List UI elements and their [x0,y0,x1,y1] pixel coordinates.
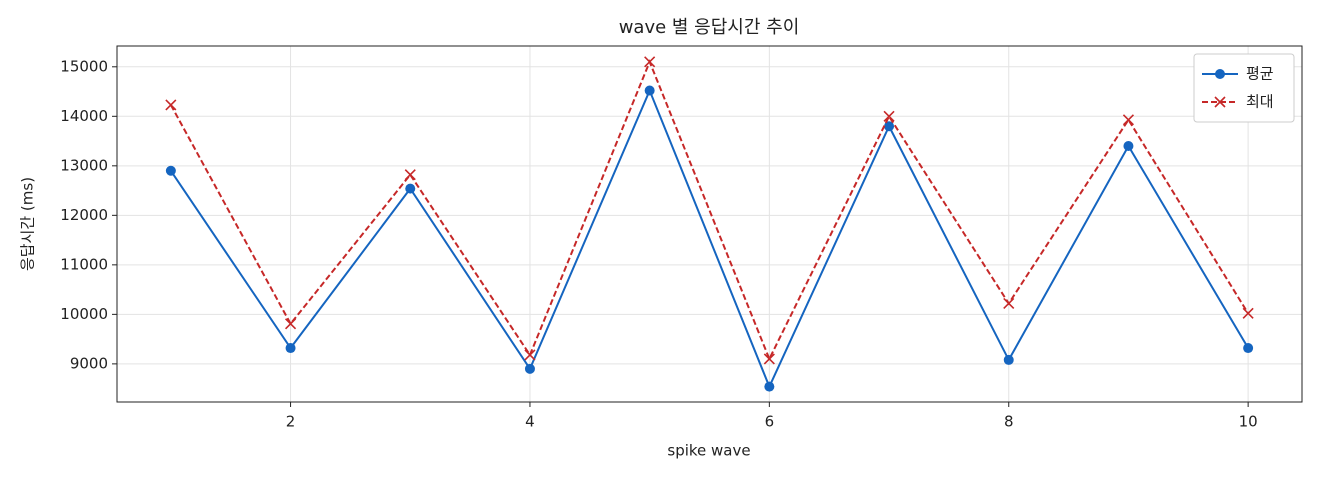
y-axis-label: 응답시간 (ms) [19,177,37,271]
legend-box [1193,53,1295,123]
y-tick-label: 12000 [60,206,108,224]
point [165,165,176,176]
point [404,169,416,181]
x-axis-label: spike wave [667,442,750,460]
point [1003,297,1015,310]
point [884,121,895,132]
legend-label: 평균 [1246,65,1274,83]
point [1123,141,1134,152]
y-tick-label: 10000 [60,305,108,323]
legend-marker [1215,69,1225,79]
series-line [170,87,1249,390]
y-tick-label: 15000 [60,57,108,75]
x-tick-label: 4 [525,413,535,431]
point [1003,354,1014,365]
point [1242,307,1254,319]
x-tick-label: 8 [1004,413,1014,431]
point [284,318,297,330]
chart-title: wave 별 응답시간 추이 [619,17,800,38]
point [644,56,656,68]
point [165,99,177,111]
legend-marker [1214,96,1226,108]
point [524,349,536,361]
point [763,353,775,365]
y-tick-label: 14000 [60,107,108,125]
legend-label: 최대 [1246,93,1274,111]
point [764,381,775,392]
point [405,183,416,194]
y-tick-label: 13000 [60,156,108,174]
point [524,363,535,374]
point [1122,114,1135,126]
series-line [169,59,1249,362]
x-tick-label: 10 [1239,413,1258,431]
point [285,343,296,354]
point [883,110,895,122]
x-tick-label: 2 [286,413,296,431]
point [1243,343,1254,354]
y-tick-label: 11000 [60,255,108,273]
point [644,85,655,96]
plot-frame [116,45,1303,403]
x-tick-label: 6 [765,413,775,431]
y-tick-label: 9000 [70,354,108,372]
